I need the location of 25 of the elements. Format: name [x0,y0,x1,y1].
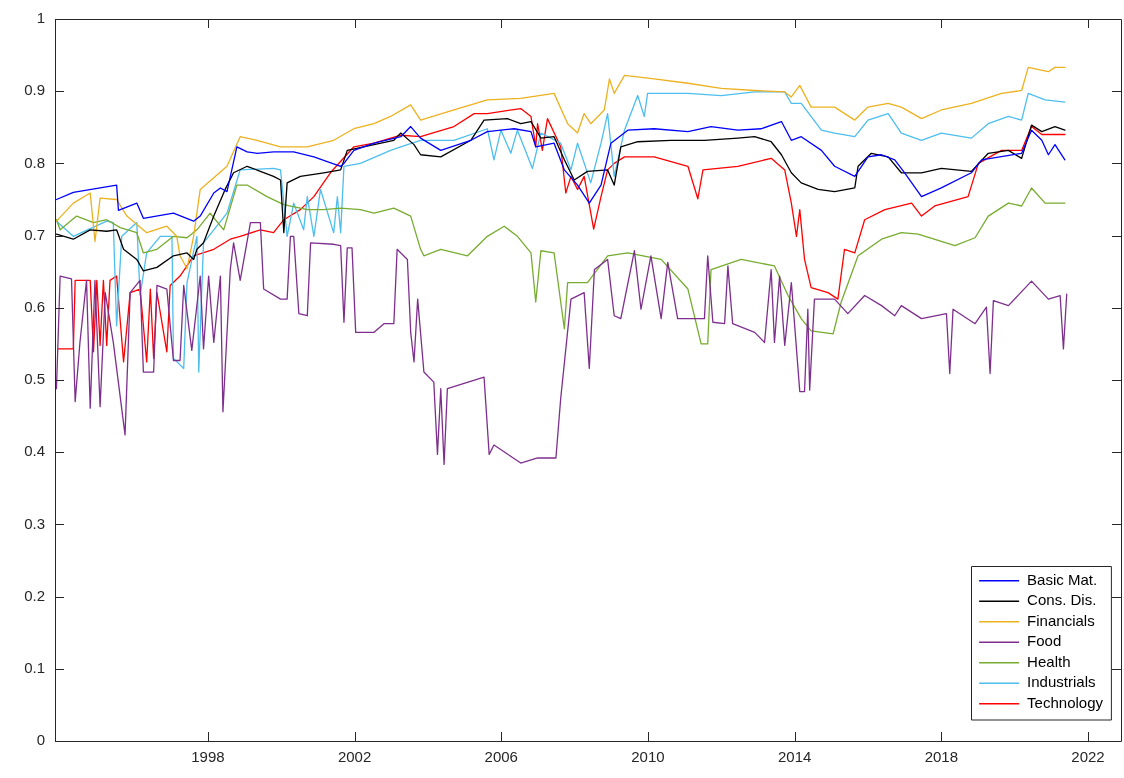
y-tick-label: 0 [36,731,45,749]
legend-label: Basic Mat. [1027,570,1098,588]
y-tick-label: 0.5 [24,370,45,388]
x-tick-label: 2010 [631,748,665,766]
y-tick-label: 0.6 [24,297,45,315]
x-tick-label: 1998 [191,748,225,766]
x-tick-label: 2018 [924,748,958,766]
y-tick-label: 0.7 [24,225,45,243]
legend-label: Health [1027,652,1071,670]
y-tick-label: 0.9 [24,81,45,99]
legend-label: Financials [1027,611,1095,629]
y-tick-label: 0.1 [24,658,45,676]
x-tick-label: 2022 [1071,748,1105,766]
y-tick-label: 0.2 [24,586,45,604]
legend-label: Food [1027,632,1062,650]
x-tick-label: 2002 [337,748,372,766]
y-tick-label: 1 [36,9,45,27]
y-tick-label: 0.8 [24,153,45,171]
y-tick-label: 0.4 [24,442,45,460]
legend-label: Industrials [1027,673,1096,691]
x-tick-label: 2006 [484,748,518,766]
legend-label: Technology [1027,693,1104,711]
x-tick-label: 2014 [777,748,812,766]
legend-label: Cons. Dis. [1027,591,1097,609]
y-tick-label: 0.3 [24,514,45,532]
